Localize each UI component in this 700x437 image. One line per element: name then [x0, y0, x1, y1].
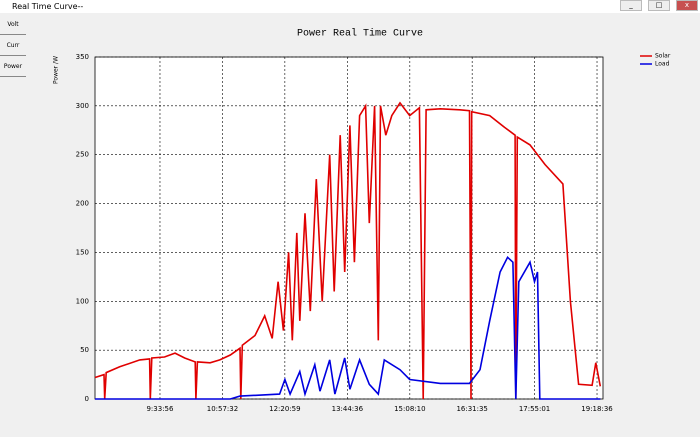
x-tick-label: 17:55:01	[519, 405, 550, 413]
title-bar: Real Time Curve-- _ □ x	[0, 0, 700, 13]
curr-button[interactable]: Curr	[0, 37, 26, 56]
series-line	[94, 101, 602, 400]
x-tick-label: 15:08:10	[394, 405, 425, 413]
x-tick-label: 13:44:36	[332, 405, 364, 413]
x-tick-label: 10:57:32	[207, 405, 238, 413]
y-tick-label: 300	[76, 102, 89, 110]
y-tick-label: 150	[76, 248, 89, 256]
y-tick-label: 200	[76, 200, 89, 208]
volt-button[interactable]: Volt	[0, 16, 26, 35]
legend-label: Solar	[655, 53, 671, 60]
x-tick-label: 9:33:56	[146, 405, 174, 413]
x-tick-label: 16:31:35	[456, 405, 487, 413]
x-tick-label: 19:18:36	[581, 405, 613, 413]
y-tick-label: 350	[76, 53, 89, 61]
y-tick-label: 0	[85, 395, 89, 403]
legend-label: Load	[655, 61, 670, 68]
plot-area	[94, 56, 604, 400]
close-button[interactable]: x	[676, 0, 698, 11]
minimize-button[interactable]: _	[620, 0, 642, 11]
window-title: Real Time Curve--	[12, 2, 84, 11]
x-tick-label: 12:20:59	[269, 405, 300, 413]
y-tick-label: 50	[80, 346, 89, 354]
y-tick-label: 100	[76, 297, 89, 305]
maximize-button[interactable]: □	[648, 0, 670, 11]
series-line	[95, 255, 601, 400]
y-axis-label: Power /W	[53, 56, 60, 84]
chart-title: Power Real Time Curve	[297, 28, 423, 40]
y-tick-label: 250	[76, 151, 89, 159]
power-button[interactable]: Power	[0, 58, 26, 77]
sidebar: Volt Curr Power	[0, 14, 27, 437]
